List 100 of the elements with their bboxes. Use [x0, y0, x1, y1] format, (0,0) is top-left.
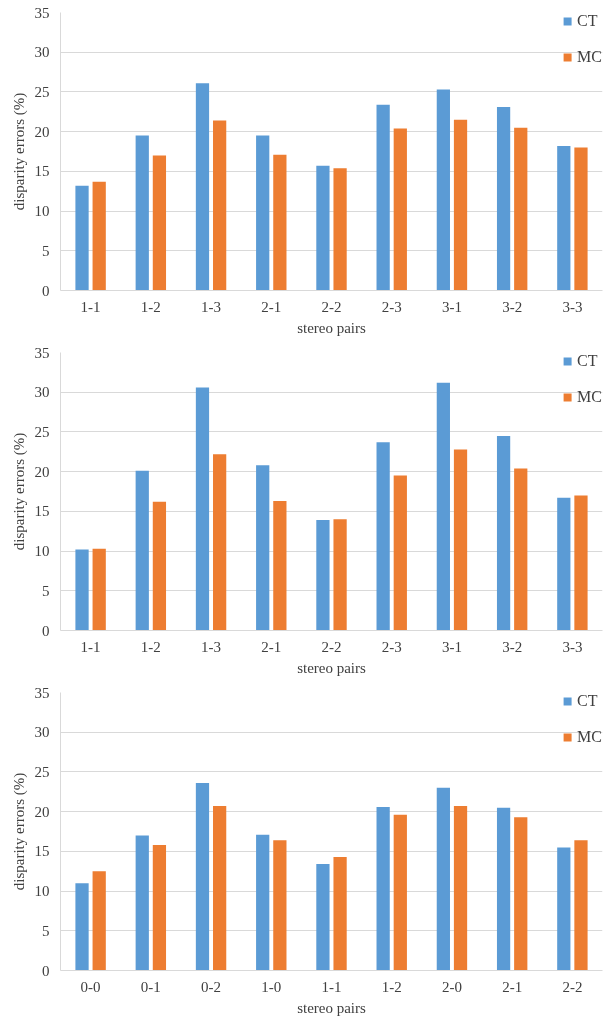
- x-tick-label: 2-1: [261, 638, 282, 655]
- y-tick-label: 20: [34, 463, 50, 480]
- bar: [557, 497, 571, 631]
- bar: [195, 83, 210, 291]
- bar: [496, 435, 511, 631]
- bar: [273, 840, 287, 971]
- y-tick-label: 25: [34, 83, 50, 100]
- bar: [514, 127, 528, 291]
- x-tick-label: 3-3: [562, 638, 583, 655]
- x-tick-label: 1-2: [140, 298, 161, 315]
- bar: [393, 475, 407, 631]
- x-tick-label: 0-2: [201, 978, 222, 995]
- bar: [256, 465, 270, 631]
- bar: [496, 807, 511, 971]
- bar: [273, 154, 287, 291]
- bar: [92, 871, 106, 971]
- bar: [333, 519, 347, 631]
- x-tick-label: 2-2: [321, 298, 342, 315]
- x-tick-label: 2-3: [381, 298, 402, 315]
- y-tick-label: 30: [34, 724, 50, 741]
- bar: [316, 864, 330, 971]
- bar: [436, 89, 450, 291]
- bar: [195, 387, 210, 631]
- y-tick-label: 15: [34, 163, 50, 180]
- bar: [152, 501, 167, 631]
- bar: [75, 185, 89, 291]
- x-tick-label: 3-2: [502, 638, 523, 655]
- y-tick-label: 35: [34, 684, 50, 701]
- y-tick-label: 5: [42, 582, 50, 599]
- x-axis-title: stereo pairs: [297, 999, 367, 1016]
- y-tick-label: 0: [42, 282, 50, 299]
- x-tick-label: 1-1: [80, 638, 101, 655]
- y-tick-label: 20: [34, 803, 50, 820]
- bar: [333, 856, 347, 971]
- bar: [213, 806, 227, 971]
- y-tick-label: 10: [34, 543, 50, 560]
- x-tick-label: 1-1: [321, 978, 342, 995]
- y-tick-label: 20: [34, 123, 50, 140]
- bar: [393, 814, 407, 971]
- bar: [256, 135, 270, 291]
- bar: [316, 165, 330, 291]
- bar: [574, 495, 588, 631]
- legend-label: CT: [577, 12, 598, 30]
- bar: [213, 120, 227, 291]
- y-tick-label: 15: [34, 843, 50, 860]
- legend-label: MC: [577, 48, 602, 66]
- bar: [376, 442, 390, 631]
- y-tick-label: 10: [34, 203, 50, 220]
- y-tick-label: 0: [42, 962, 50, 979]
- x-tick-label: 2-2: [562, 978, 583, 995]
- x-axis-title: stereo pairs: [297, 659, 367, 676]
- bar: [453, 449, 468, 631]
- bar: [436, 382, 450, 631]
- bar: [152, 845, 167, 971]
- bar: [514, 468, 528, 631]
- x-tick-label: 1-3: [201, 638, 222, 655]
- bar: [135, 470, 149, 631]
- bar: [75, 883, 89, 971]
- y-axis-title: disparity errors (%): [10, 772, 28, 891]
- x-tick-label: 1-0: [261, 978, 282, 995]
- bar: [453, 119, 468, 291]
- x-tick-label: 2-0: [441, 978, 462, 995]
- x-tick-label: 1-3: [201, 298, 222, 315]
- x-tick-label: 0-1: [140, 978, 161, 995]
- bar: [574, 840, 588, 971]
- bar: [152, 155, 167, 291]
- bar: [135, 835, 149, 971]
- bar: [213, 454, 227, 631]
- bar: [436, 787, 450, 971]
- bar: [514, 817, 528, 971]
- bar: [135, 135, 149, 291]
- bar: [557, 847, 571, 971]
- legend-label: CT: [577, 352, 598, 370]
- x-tick-label: 3-1: [441, 298, 462, 315]
- bar: [574, 147, 588, 291]
- y-tick-label: 15: [34, 503, 50, 520]
- y-tick-label: 10: [34, 883, 50, 900]
- x-tick-label: 3-3: [562, 298, 583, 315]
- y-tick-label: 30: [34, 44, 50, 61]
- y-tick-label: 5: [42, 242, 50, 259]
- y-tick-label: 0: [42, 622, 50, 639]
- x-tick-label: 2-2: [321, 638, 342, 655]
- bar: [393, 128, 407, 291]
- x-tick-label: 1-2: [140, 638, 161, 655]
- x-tick-label: 0-0: [80, 978, 101, 995]
- bar: [195, 783, 210, 971]
- y-axis-title: disparity errors (%): [10, 92, 28, 211]
- y-tick-label: 35: [34, 4, 50, 21]
- bar: [273, 501, 287, 631]
- y-tick-label: 25: [34, 763, 50, 780]
- x-tick-label: 1-1: [80, 298, 101, 315]
- bar: [256, 834, 270, 971]
- y-axis-title: disparity errors (%): [10, 432, 28, 551]
- bar: [453, 806, 468, 971]
- legend-label: MC: [577, 728, 602, 746]
- y-tick-label: 35: [34, 344, 50, 361]
- x-tick-label: 2-3: [381, 638, 402, 655]
- bar: [333, 168, 347, 291]
- y-tick-label: 5: [42, 922, 50, 939]
- bar: [316, 520, 330, 631]
